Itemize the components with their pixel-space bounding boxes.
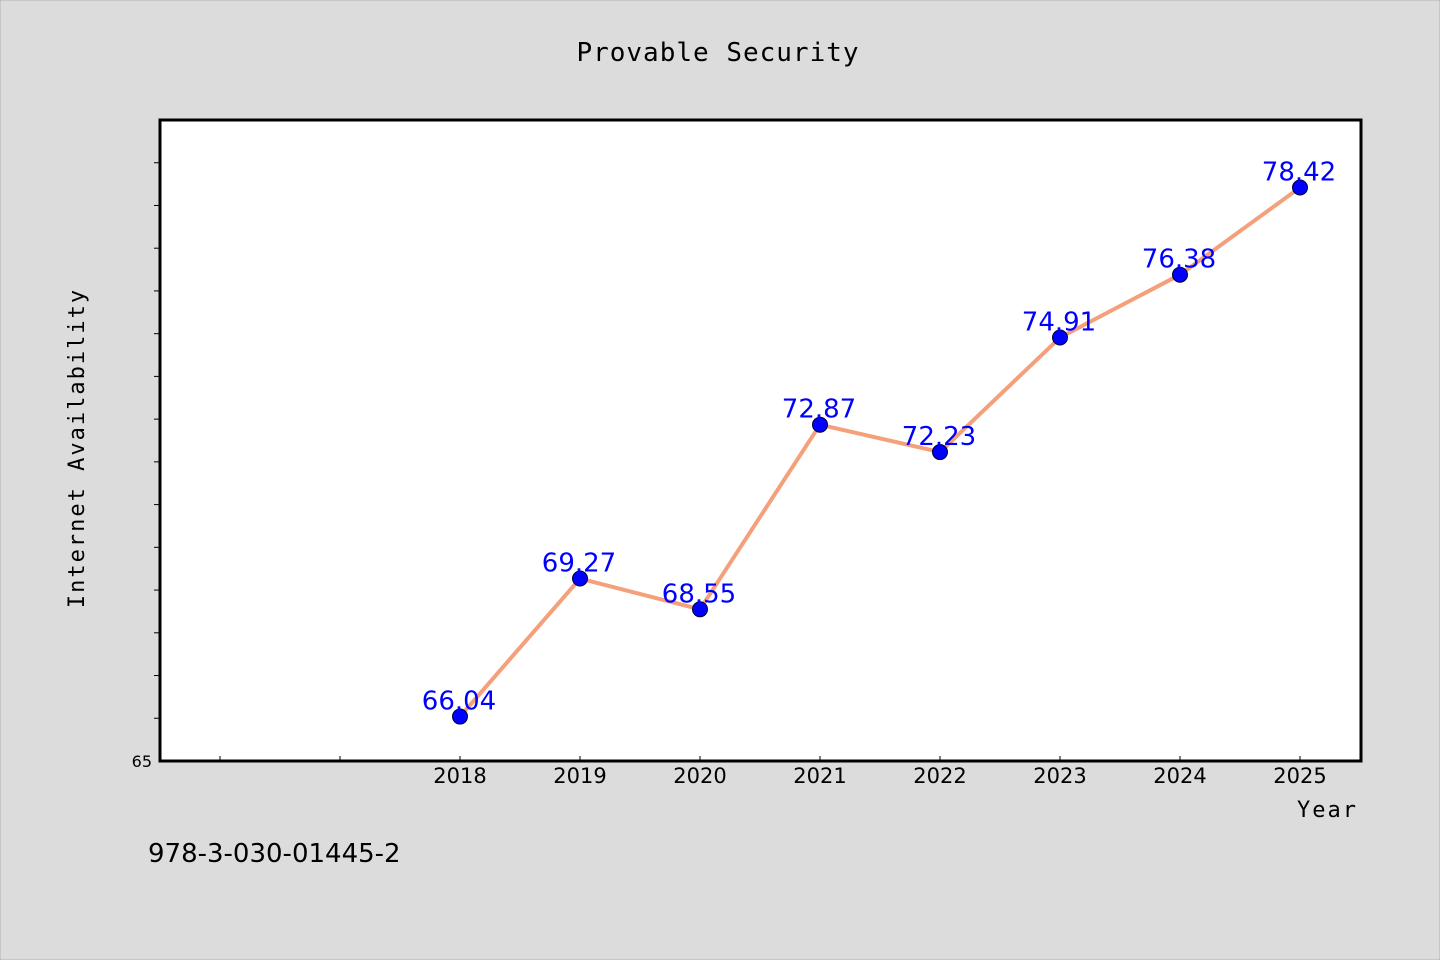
x-tick-label: 2025 [1273, 764, 1326, 788]
chart-title: Provable Security [576, 38, 859, 68]
data-point [1052, 329, 1068, 346]
data-point [452, 708, 468, 725]
data-point [572, 570, 588, 587]
plot-area [158, 118, 1363, 763]
data-point [692, 601, 708, 618]
series-line [458, 185, 1302, 719]
data-point [812, 416, 828, 433]
y-axis-ticks: 65 [132, 162, 160, 771]
data-label: 66.04 [422, 687, 496, 717]
data-label: 74.91 [1022, 308, 1096, 338]
data-label: 72.23 [902, 422, 976, 452]
data-label: 78.42 [1262, 158, 1336, 188]
data-point [1172, 266, 1188, 283]
x-tick-label: 2019 [553, 764, 606, 788]
x-tick-label: 2023 [1033, 764, 1086, 788]
x-tick-label: 2018 [433, 764, 486, 788]
x-tick-label: 2020 [673, 764, 726, 788]
y-axis-label: Internet Availability [65, 288, 90, 608]
data-point [932, 444, 948, 461]
data-label: 69.27 [542, 549, 616, 579]
series-layer [452, 179, 1308, 725]
data-labels: 66.04 69.27 68.55 72.87 72.23 74.91 76.38 78.42 [422, 158, 1336, 717]
x-tick-label: 2022 [913, 764, 966, 788]
data-label: 68.55 [662, 579, 736, 609]
x-tick-label: 2021 [793, 764, 846, 788]
y-tick-label: 65 [132, 752, 152, 771]
x-axis-ticks: 2018 2019 2020 2021 2022 2023 2024 2025 [219, 756, 1327, 788]
data-label: 76.38 [1142, 245, 1216, 275]
footer-code: 978-3-030-01445-2 [148, 839, 401, 869]
x-axis-label: Year [1297, 798, 1358, 823]
data-label: 72.87 [782, 395, 856, 425]
data-point [1292, 179, 1308, 196]
x-tick-label: 2024 [1153, 764, 1206, 788]
